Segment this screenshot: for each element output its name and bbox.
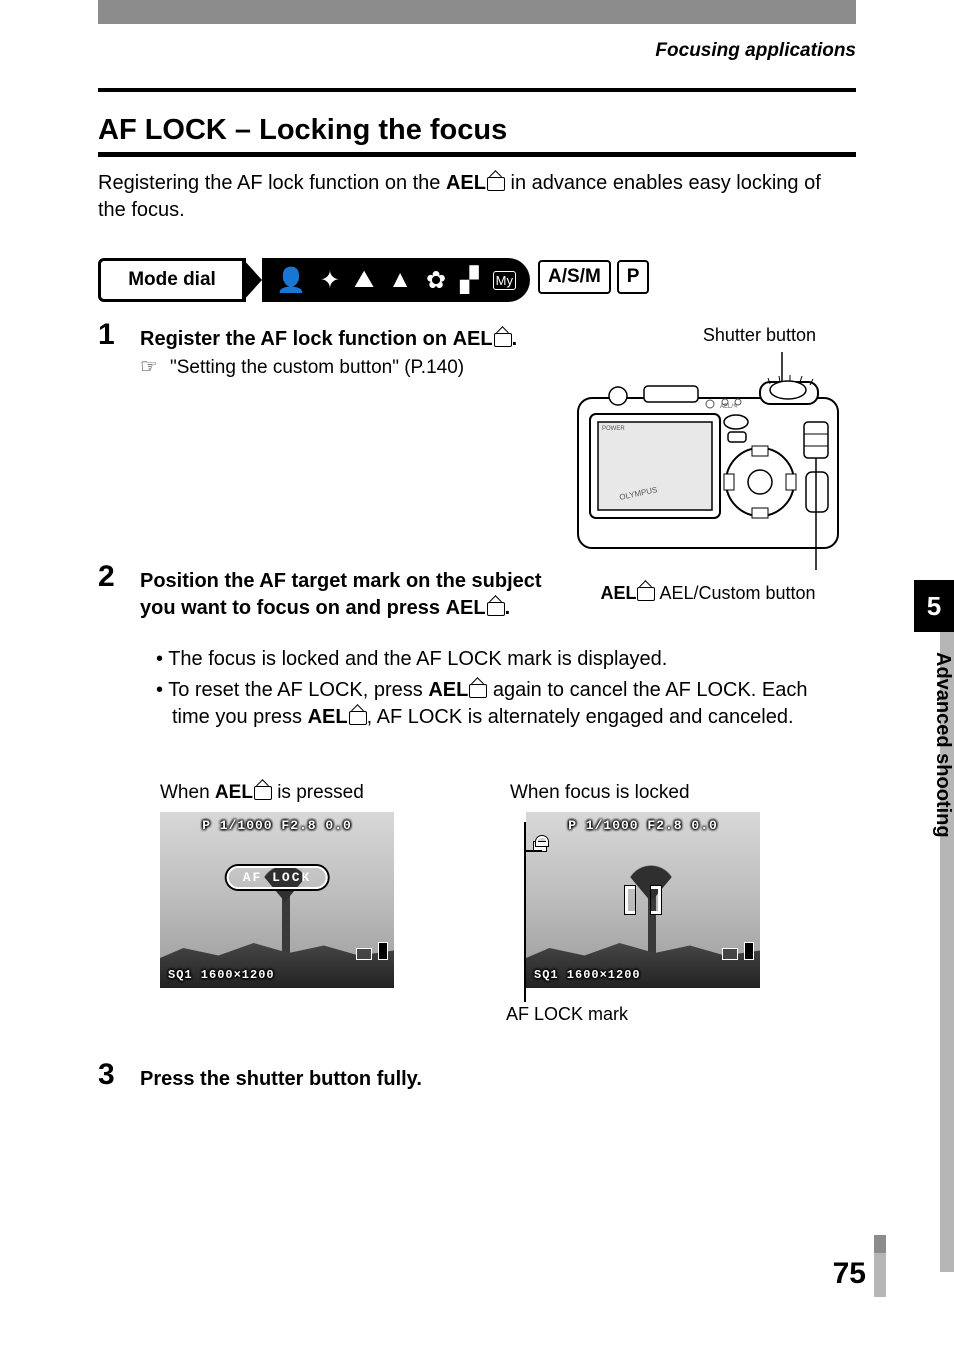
rule-thin xyxy=(98,88,856,92)
step1-ref-text: "Setting the custom button" (P.140) xyxy=(170,357,464,378)
step-1-heading: Register the AF lock function on AEL. xyxy=(140,326,570,353)
step-3-number: 3 xyxy=(98,1058,115,1092)
ael-label: AEL xyxy=(308,706,348,728)
bullet-1: The focus is locked and the AF LOCK mark… xyxy=(156,646,816,673)
b2-t1: To reset the AF LOCK, press xyxy=(168,679,428,701)
ael-label: AEL xyxy=(446,597,486,619)
lcd-bottom-text: SQ1 1600×1200 xyxy=(168,968,275,982)
shutter-button-label: Shutter button xyxy=(560,325,856,346)
step-2-body: Position the AF target mark on the subje… xyxy=(140,568,570,622)
chapter-tab: 5 xyxy=(914,580,954,632)
cap-l-1: When xyxy=(160,782,215,803)
ael-label: AEL xyxy=(453,328,493,350)
custom-button-icon xyxy=(487,602,505,616)
card-icon xyxy=(722,948,738,960)
step-1-body: Register the AF lock function on AEL. "S… xyxy=(140,326,570,379)
step1-text-end: . xyxy=(512,328,518,350)
custom-button-icon xyxy=(349,711,367,725)
lcd-top-text: P 1/1000 F2.8 0.0 xyxy=(526,818,760,833)
top-bar xyxy=(98,0,856,24)
step2-text-end: . xyxy=(505,597,511,619)
svg-text:POWER: POWER xyxy=(602,426,625,432)
camera-illustration-area: Shutter button xyxy=(560,325,856,604)
lcd-screens-row: When AEL is pressed P 1/1000 F2.8 0.0 AF… xyxy=(160,782,820,988)
screen-right-col: When focus is locked P 1/1000 F2.8 0.0 S… xyxy=(510,782,760,988)
mode-landscape-icon: ⛰ xyxy=(354,266,374,294)
lcd-right: P 1/1000 F2.8 0.0 SQ1 1600×1200 xyxy=(526,812,760,988)
lcd-bottom-text: SQ1 1600×1200 xyxy=(534,968,641,982)
bullet-2: To reset the AF LOCK, press AEL again to… xyxy=(156,677,816,731)
camera-illustration: OLYMPUS POWER AEL/✎ xyxy=(560,352,856,572)
card-icon xyxy=(356,948,372,960)
rule-thick xyxy=(98,152,856,157)
step-2-number: 2 xyxy=(98,560,115,594)
intro-p1: Registering the AF lock function on the xyxy=(98,172,446,194)
step-1-number: 1 xyxy=(98,318,115,352)
mode-p-box: P xyxy=(617,260,650,294)
step-2-heading: Position the AF target mark on the subje… xyxy=(140,568,570,622)
b2-t3: , AF LOCK is alternately engaged and can… xyxy=(367,706,794,728)
mode-dial-row: Mode dial 👤 ✦ ⛰ ▲ ✿ ▞ My A/S/M P xyxy=(98,258,653,302)
pointer-icon xyxy=(140,360,166,376)
custom-button-icon xyxy=(469,684,487,698)
mode-asm-box: A/S/M xyxy=(538,260,611,294)
page-title: AF LOCK – Locking the focus xyxy=(98,114,507,147)
ael-label: AEL xyxy=(446,172,486,194)
page-number: 75 xyxy=(833,1257,866,1291)
bracket-right-icon xyxy=(651,886,661,914)
intro-text: Registering the AF lock function on the … xyxy=(98,170,838,224)
mode-portrait-icon: 👤 xyxy=(276,266,306,295)
breadcrumb: Focusing applications xyxy=(655,40,856,62)
page-num-bar xyxy=(874,1253,886,1297)
mode-self-icon: ▞ xyxy=(460,266,478,295)
mode-night-icon: ✿ xyxy=(426,266,446,295)
af-lock-pointer-line xyxy=(516,822,534,1022)
ael-label: AEL xyxy=(428,679,468,701)
bracket-left-icon xyxy=(625,886,635,914)
mode-dial-label: Mode dial xyxy=(98,258,246,302)
custom-button-icon xyxy=(487,177,505,191)
battery-icon xyxy=(744,942,754,960)
mode-my-icon: My xyxy=(493,271,516,290)
custom-button-icon xyxy=(494,333,512,347)
step1-text: Register the AF lock function on xyxy=(140,328,453,350)
af-lock-badge: AF LOCK xyxy=(227,866,328,889)
mode-text-boxes: A/S/M P xyxy=(538,260,649,294)
step-3-heading: Press the shutter button fully. xyxy=(140,1066,740,1093)
step-3-body: Press the shutter button fully. xyxy=(140,1066,740,1093)
chapter-title: Advanced shooting xyxy=(926,652,954,902)
ael-label: AEL xyxy=(600,583,636,603)
mode-dial-icons: 👤 ✦ ⛰ ▲ ✿ ▞ My xyxy=(262,258,530,302)
mode-mountain-icon: ▲ xyxy=(388,266,412,294)
step-2-bullets: The focus is locked and the AF LOCK mark… xyxy=(156,646,816,735)
ael-button-text: AEL/Custom button xyxy=(655,583,815,603)
custom-button-icon xyxy=(254,786,272,800)
cap-l-2: is pressed xyxy=(272,782,364,803)
screen-left-caption: When AEL is pressed xyxy=(160,782,410,804)
lcd-top-text: P 1/1000 F2.8 0.0 xyxy=(160,818,394,833)
ael-label: AEL xyxy=(215,782,253,803)
mode-sports-icon: ✦ xyxy=(320,266,340,295)
screen-right-caption: When focus is locked xyxy=(510,782,760,804)
lcd-left: P 1/1000 F2.8 0.0 AF LOCK SQ1 1600×1200 xyxy=(160,812,394,988)
custom-button-icon xyxy=(637,587,655,601)
af-lock-mark-label: AF LOCK mark xyxy=(506,1004,628,1025)
screen-left-col: When AEL is pressed P 1/1000 F2.8 0.0 AF… xyxy=(160,782,410,988)
ael-custom-button-label: AEL AEL/Custom button xyxy=(560,583,856,604)
page-num-bar-accent xyxy=(874,1235,886,1253)
step-1-reference: "Setting the custom button" (P.140) xyxy=(140,357,570,379)
battery-icon xyxy=(378,942,388,960)
mode-dial-arrow-icon xyxy=(242,258,262,302)
af-target-mark xyxy=(625,886,661,914)
